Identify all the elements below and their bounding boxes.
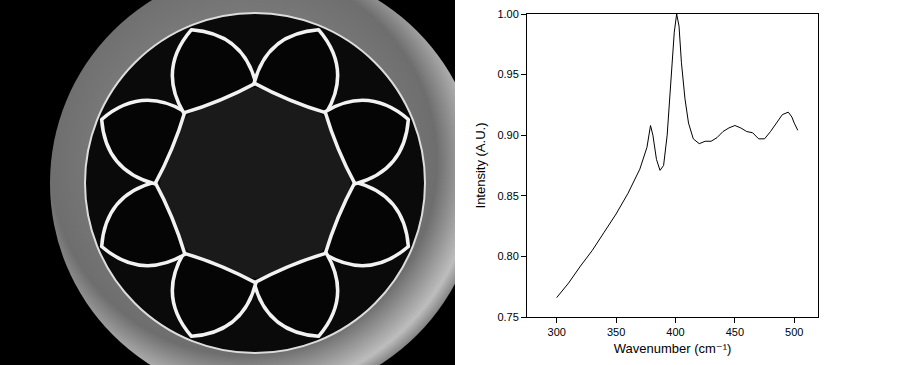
svg-text:450: 450 [726, 326, 744, 338]
svg-text:300: 300 [548, 326, 566, 338]
svg-text:0.85: 0.85 [497, 190, 518, 202]
svg-text:Intensity (A.U.): Intensity (A.U.) [473, 123, 488, 209]
svg-text:0.75: 0.75 [497, 311, 518, 323]
svg-text:Wavenumber (cm⁻¹): Wavenumber (cm⁻¹) [614, 341, 732, 356]
svg-text:0.95: 0.95 [497, 68, 518, 80]
svg-text:500: 500 [785, 326, 803, 338]
svg-text:400: 400 [666, 326, 684, 338]
svg-text:0.90: 0.90 [497, 129, 518, 141]
svg-text:350: 350 [607, 326, 625, 338]
svg-text:0.80: 0.80 [497, 250, 518, 262]
svg-text:1.00: 1.00 [497, 8, 518, 20]
